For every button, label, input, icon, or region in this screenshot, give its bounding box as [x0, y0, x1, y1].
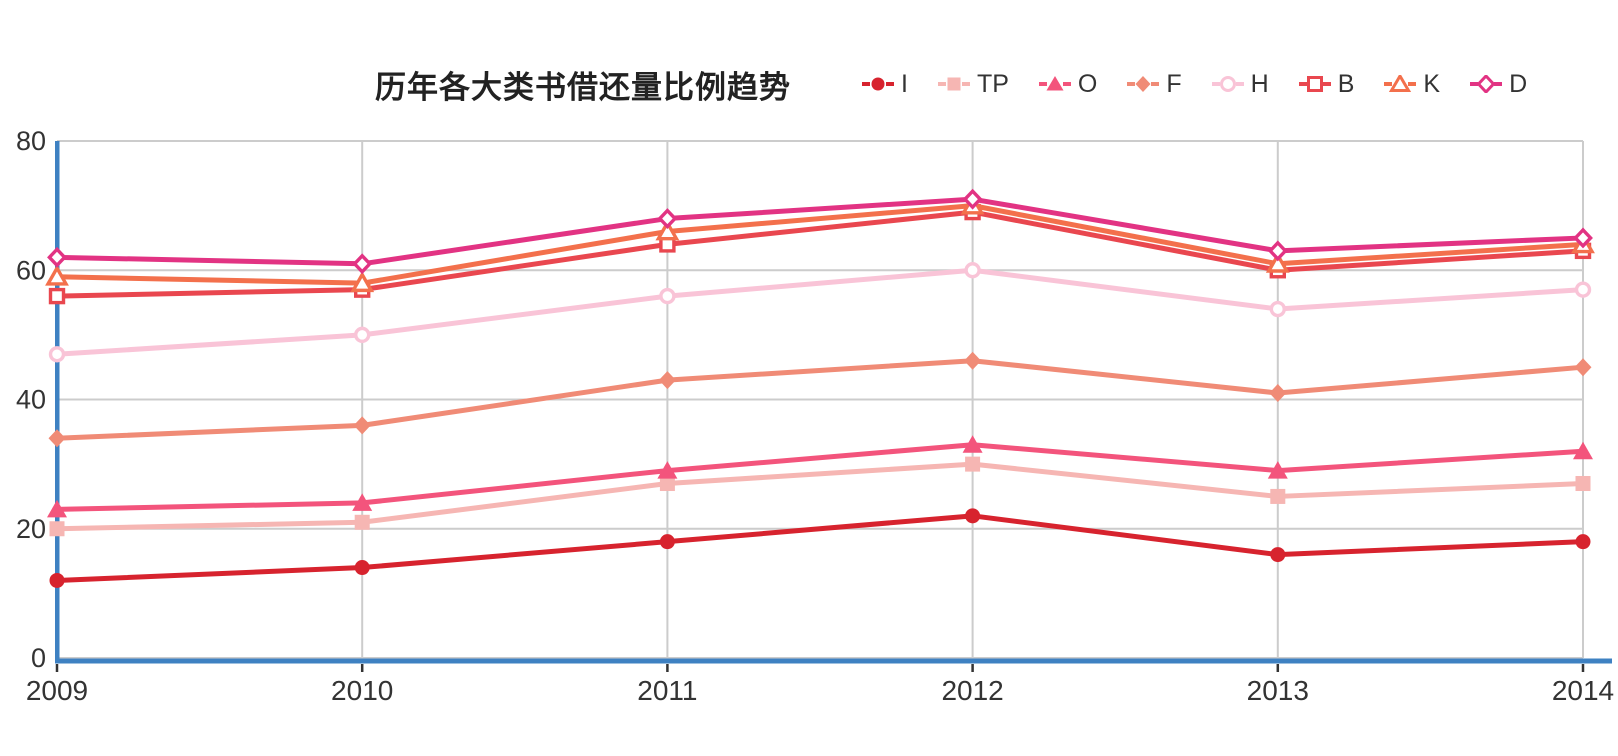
data-point-marker: [964, 262, 981, 279]
legend-label: O: [1077, 69, 1098, 98]
legend-item-TP[interactable]: TP: [937, 69, 1009, 99]
series-line-O: [56, 442, 1584, 512]
y-axis-line: [55, 141, 60, 663]
x-axis-label: 2009: [26, 675, 88, 706]
chart-header: 历年各大类书借还量比例趋势: [375, 62, 791, 106]
data-point-marker: [1269, 300, 1287, 318]
legend-item-F[interactable]: F: [1127, 69, 1182, 99]
data-point-marker: [350, 271, 375, 293]
data-point-marker: [658, 371, 676, 390]
data-point-marker: [1574, 281, 1592, 298]
data-point-marker: [1265, 251, 1290, 273]
data-point-marker: [659, 476, 675, 492]
legend-item-B[interactable]: B: [1298, 69, 1355, 99]
x-axis-label: 2010: [331, 675, 393, 706]
legend-item-I[interactable]: I: [862, 70, 908, 99]
data-point-marker: [49, 521, 65, 537]
data-point-marker: [659, 287, 676, 305]
legend: I TP O F H B K D: [862, 64, 1527, 104]
data-point-marker: [1267, 461, 1288, 479]
data-point-marker: [354, 326, 371, 344]
y-axis-label: 60: [16, 255, 46, 285]
data-point-marker: [657, 208, 678, 230]
triangle-legend-icon: [1038, 76, 1071, 91]
legend-item-K[interactable]: K: [1384, 70, 1440, 99]
data-point-marker: [354, 514, 370, 530]
chart-title: 历年各大类书借还量比例趋势: [375, 69, 791, 105]
series-line-F: [56, 358, 1584, 441]
y-axis-label: 0: [31, 643, 46, 673]
legend-label: D: [1509, 69, 1528, 98]
circle-legend-icon: [1211, 76, 1244, 92]
diamond-legend-icon: [1127, 76, 1160, 92]
x-axis-label: 2011: [637, 675, 697, 706]
x-axis-line: [55, 658, 1612, 664]
data-point-marker: [353, 416, 371, 435]
series-line-H: [56, 267, 1584, 357]
y-axis-label: 20: [16, 514, 46, 544]
diamond-legend-icon: [1470, 75, 1503, 93]
legend-label: H: [1250, 69, 1269, 98]
x-axis-label: 2014: [1552, 675, 1614, 706]
data-point-marker: [1575, 534, 1591, 550]
data-point-marker: [48, 287, 66, 305]
series-line-TP: [56, 461, 1584, 532]
data-point-marker: [964, 351, 982, 370]
data-point-marker: [1270, 488, 1286, 504]
data-point-marker: [48, 346, 66, 363]
y-axis-label: 40: [16, 385, 46, 415]
legend-label: I: [901, 69, 908, 98]
data-point-marker: [49, 572, 65, 588]
data-point-marker: [1575, 476, 1591, 492]
data-point-marker: [352, 253, 373, 275]
data-point-marker: [47, 246, 67, 268]
series-line-I: [56, 513, 1584, 583]
x-axis-label: 2012: [941, 675, 1003, 706]
data-point-marker: [659, 534, 675, 550]
data-point-marker: [962, 435, 983, 453]
legend-item-D[interactable]: D: [1470, 70, 1527, 99]
data-point-marker: [655, 219, 680, 241]
x-axis-label: 2013: [1247, 675, 1309, 706]
data-point-marker: [47, 499, 67, 518]
y-axis-label: 80: [16, 126, 46, 156]
legend-item-O[interactable]: O: [1038, 69, 1098, 99]
data-point-marker: [1573, 441, 1593, 460]
data-point-marker: [48, 429, 66, 448]
data-point-marker: [962, 188, 983, 210]
data-point-marker: [1270, 547, 1286, 563]
square-legend-icon: [937, 77, 970, 91]
series-line-D: [56, 196, 1584, 267]
circle-legend-icon: [862, 77, 894, 91]
data-point-marker: [1269, 384, 1287, 403]
legend-label: F: [1166, 69, 1182, 98]
data-point-marker: [1573, 227, 1593, 249]
legend-label: B: [1337, 69, 1355, 98]
legend-item-H[interactable]: H: [1211, 69, 1269, 99]
data-point-marker: [1574, 358, 1592, 377]
legend-label: K: [1423, 69, 1441, 98]
legend-label: TP: [976, 69, 1009, 98]
series-line-K: [56, 203, 1584, 286]
data-point-marker: [354, 560, 370, 576]
data-point-marker: [1267, 240, 1288, 262]
triangle-legend-icon: [1384, 75, 1417, 92]
data-point-marker: [965, 508, 981, 524]
data-point-marker: [657, 461, 678, 479]
data-point-marker: [45, 264, 69, 286]
data-point-marker: [352, 493, 373, 511]
series-line-B: [56, 209, 1584, 299]
square-legend-icon: [1298, 76, 1331, 92]
data-point-marker: [965, 456, 981, 472]
